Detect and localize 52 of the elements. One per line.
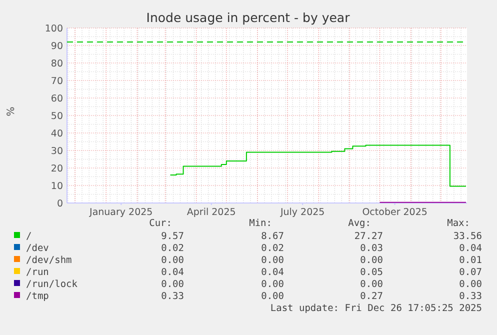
text: Cur: [149, 218, 172, 229]
y-tick-label: 60 [50, 93, 63, 104]
text: 0.00 [261, 279, 284, 290]
text: 0.33 [459, 291, 482, 302]
text: Avg: [348, 218, 371, 229]
text: 0.00 [360, 255, 384, 266]
text: 0.00 [161, 279, 184, 290]
y-tick-label: 0 [56, 198, 63, 210]
text: 33.56 [453, 231, 482, 242]
y-tick-label: 80 [50, 58, 63, 70]
text: Max: [447, 218, 470, 229]
text: 0.04 [261, 267, 284, 278]
y-tick-label: 50 [50, 110, 63, 122]
text: Last update: Fri Dec 26 17:05:25 2025 [270, 303, 482, 314]
y-tick-label: 70 [50, 76, 63, 87]
chart-title: Inode usage in percent - by year [146, 10, 351, 25]
text: 0.33 [161, 291, 184, 302]
text: 0.04 [459, 243, 482, 254]
y-axis-title: % [6, 106, 17, 116]
y-tick-label: 30 [50, 146, 63, 157]
y-tick-label: 100 [44, 23, 63, 34]
text: 0.03 [360, 243, 383, 254]
x-tick-label: October 2025 [362, 207, 428, 218]
y-tick-label: 40 [50, 128, 63, 140]
text: 0.00 [161, 255, 184, 266]
legend-label: /tmp [26, 291, 50, 302]
text: 0.04 [161, 267, 184, 278]
text: 0.00 [459, 279, 482, 290]
y-tick-label: 10 [50, 180, 63, 192]
text: 0.00 [261, 255, 284, 266]
text: 0.05 [360, 267, 383, 278]
text: 0.02 [161, 243, 184, 254]
text: 8.67 [261, 231, 284, 242]
y-tick-label: 90 [50, 40, 63, 52]
legend-label: /dev/shm [26, 255, 72, 266]
legend-label: /run [26, 267, 49, 278]
text: 0.00 [261, 291, 284, 302]
text: 0.27 [360, 291, 383, 302]
x-tick-label: July 2025 [279, 207, 325, 218]
text: 9.57 [161, 231, 184, 242]
text: Min: [249, 218, 272, 229]
y-tick-label: 20 [50, 163, 63, 174]
legend-label: / [26, 231, 32, 242]
text: 0.02 [261, 243, 284, 254]
x-tick-label: January 2025 [88, 207, 153, 218]
x-tick-label: April 2025 [186, 207, 236, 218]
text: 0.01 [459, 255, 482, 266]
legend-label: /dev [26, 243, 50, 254]
legend-label: /run/lock [26, 279, 78, 290]
text: 0.00 [360, 279, 384, 290]
text: 0.07 [459, 267, 482, 278]
text: 27.27 [354, 231, 383, 242]
